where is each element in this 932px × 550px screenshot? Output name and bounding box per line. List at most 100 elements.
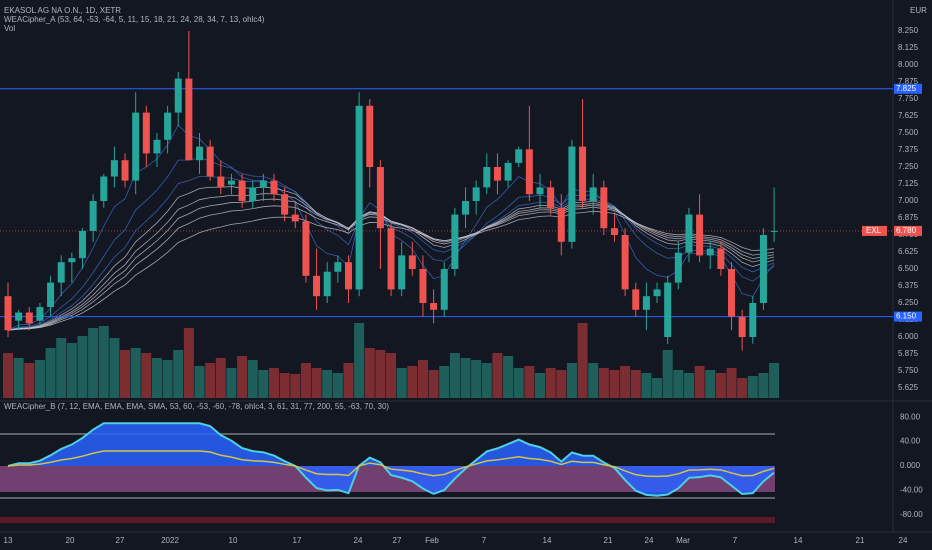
candle-body: [483, 167, 491, 188]
volume-bar: [386, 353, 397, 398]
volume-bar: [290, 374, 301, 398]
date-label: 13: [4, 536, 13, 545]
date-label: 24: [899, 536, 908, 545]
candle-body: [759, 235, 767, 303]
volume-bar: [524, 366, 535, 398]
volume-bar: [194, 366, 205, 398]
volume-bar: [683, 373, 694, 398]
price-tick-label: 7.375: [898, 145, 919, 154]
candle-body: [344, 262, 352, 290]
symbol-tag: [862, 225, 887, 236]
volume-bar: [620, 366, 631, 398]
volume-bar: [715, 373, 726, 398]
candle-body: [4, 296, 12, 331]
candle-body: [78, 230, 86, 259]
date-label: 10: [229, 536, 238, 545]
candle-body: [376, 167, 384, 229]
candle-body: [355, 105, 363, 290]
candle-body: [249, 187, 257, 201]
volume-bar: [609, 370, 620, 398]
price-tick-label: 6.000: [898, 332, 919, 341]
wave-area: [8, 423, 775, 496]
volume-bar: [109, 338, 120, 398]
date-label: 20: [66, 536, 75, 545]
candle-body: [664, 282, 672, 337]
volume-bar: [332, 373, 343, 398]
candle-body: [515, 149, 523, 163]
volume-bar: [566, 363, 577, 398]
candle-body: [472, 187, 480, 201]
candle-body: [68, 258, 76, 263]
date-label: 24: [354, 536, 363, 545]
date-label: 21: [856, 536, 865, 545]
volume-bar: [322, 370, 333, 398]
oscillator-strip: [0, 517, 775, 523]
volume-bar: [428, 370, 439, 398]
volume-bar: [120, 350, 131, 398]
price-tick-label: 7.875: [898, 77, 919, 86]
candle-body: [142, 112, 150, 154]
date-label: Feb: [425, 536, 439, 545]
price-tick-label: 7.750: [898, 94, 919, 103]
candle-body: [302, 221, 310, 276]
date-label: 7: [482, 536, 487, 545]
volume-pane: [3, 323, 780, 398]
candle-body: [15, 312, 23, 321]
volume-bar: [705, 370, 716, 398]
candle-body: [185, 78, 193, 161]
volume-bar: [247, 360, 258, 398]
candle-body: [270, 180, 278, 195]
indicator-a-label: WEACipher_A (53, 64, -53, -64, 5, 11, 15…: [4, 15, 265, 24]
volume-bar: [98, 326, 109, 398]
symbol-tag-label: EXL: [866, 226, 882, 235]
last-price-tag: [894, 225, 922, 236]
candle-body: [100, 176, 108, 201]
candle-body: [632, 289, 640, 310]
volume-bar: [56, 338, 67, 398]
price-tick-label: 6.500: [898, 264, 919, 273]
candle-body: [493, 167, 501, 181]
candle-body: [408, 255, 416, 269]
date-label: 14: [543, 536, 552, 545]
volume-bar: [694, 366, 705, 398]
candle-body: [259, 180, 267, 188]
volume-bar: [269, 368, 279, 398]
volume-bar: [77, 336, 88, 398]
volume-bar: [471, 360, 482, 398]
level-tag: [894, 311, 922, 322]
volume-bar: [258, 370, 269, 398]
volume-bar: [130, 348, 141, 398]
price-tick-label: 8.125: [898, 43, 919, 52]
candle-body: [89, 201, 97, 231]
candle-body: [589, 187, 597, 201]
indicator-b-label: WEACipher_B (7, 12, EMA, EMA, EMA, SMA, …: [4, 402, 389, 411]
volume-bar: [375, 350, 386, 398]
date-label: 24: [645, 536, 654, 545]
date-label: 2022: [161, 536, 179, 545]
volume-bar: [769, 363, 780, 398]
volume-bar: [673, 370, 684, 398]
oscillator-pane: [0, 422, 775, 523]
candle-body: [25, 312, 33, 324]
volume-bar: [364, 348, 375, 398]
price-tick-label: 7.250: [898, 162, 919, 171]
candle-body: [642, 296, 650, 310]
volume-bar: [183, 328, 194, 398]
candle-body: [717, 248, 725, 269]
candle-body: [536, 187, 544, 195]
volume-bar: [396, 368, 407, 398]
price-tick-label: 5.875: [898, 349, 919, 358]
date-label: 27: [116, 536, 125, 545]
volume-bar: [88, 328, 99, 398]
candle-body: [696, 214, 704, 256]
candle-body: [621, 235, 629, 290]
level-label: 7.825: [896, 84, 917, 93]
candle-body: [227, 180, 235, 185]
candle-body: [36, 307, 44, 321]
candle-body: [600, 187, 608, 229]
volume-bar: [141, 353, 152, 398]
candle-body: [291, 214, 299, 222]
level-label: 6.150: [896, 312, 917, 321]
volume-bar: [481, 363, 492, 398]
candle-body: [738, 316, 746, 337]
